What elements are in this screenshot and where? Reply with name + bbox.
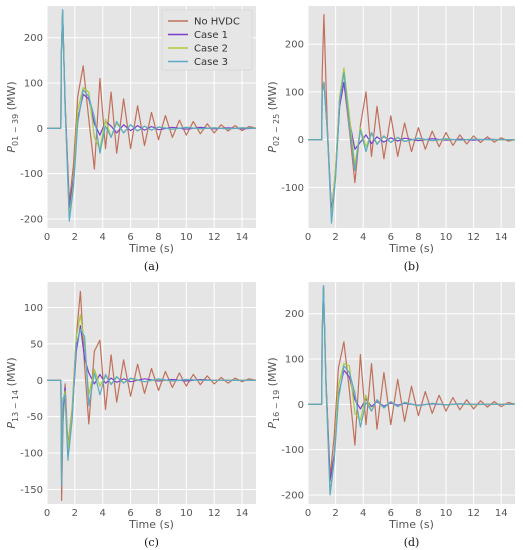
y-tick-label: 200 xyxy=(285,309,304,320)
x-tick-label: 14 xyxy=(236,508,249,519)
y-tick-label: 0 xyxy=(298,135,304,146)
series-group xyxy=(47,9,256,222)
y-tick-label: 100 xyxy=(285,87,304,98)
panel-caption: (a) xyxy=(144,260,159,273)
y-tick-label: 0 xyxy=(37,376,43,387)
series-line-no-hvdc xyxy=(47,10,256,204)
x-tick-label: 4 xyxy=(360,508,366,519)
y-axis-label: P02 − 25 (MW) xyxy=(266,81,281,152)
chart-panel-c: 0 2 4 6 8 10 12 14 -150 -100 -50 0 50 100 Time (s) P13 … xyxy=(5,282,256,549)
y-tick-label: 100 xyxy=(24,303,43,314)
x-tick-label: 6 xyxy=(388,232,394,243)
x-tick-label: 10 xyxy=(180,508,193,519)
x-tick-label: 2 xyxy=(332,508,338,519)
y-tick-label: -100 xyxy=(20,169,43,180)
y-tick-label: -200 xyxy=(20,214,43,225)
legend-label: Case 3 xyxy=(194,57,228,68)
plot-background xyxy=(308,282,515,504)
x-tick-label: 0 xyxy=(305,232,311,243)
y-tick-label: 50 xyxy=(30,339,43,350)
x-tick-label: 10 xyxy=(180,232,193,243)
x-tick-label: 4 xyxy=(100,508,106,519)
x-tick-label: 12 xyxy=(208,232,221,243)
x-axis-label: Time (s) xyxy=(388,242,434,255)
x-tick-label: 12 xyxy=(467,232,480,243)
series-line-case-3 xyxy=(308,285,515,496)
x-tick-label: 8 xyxy=(155,508,161,519)
x-tick-label: 12 xyxy=(467,508,480,519)
x-tick-label: 0 xyxy=(305,508,311,519)
x-tick-label: 14 xyxy=(495,232,508,243)
x-axis-label: Time (s) xyxy=(128,518,174,531)
x-tick-label: 14 xyxy=(495,508,508,519)
x-tick-label: 8 xyxy=(155,232,161,243)
x-tick-label: 8 xyxy=(415,508,421,519)
chart-panel-a: 0 2 4 6 8 10 12 14 -200 -100 0 100 200 Time (s) P01 − … xyxy=(5,6,256,273)
x-tick-label: 14 xyxy=(236,232,249,243)
y-tick-label: -100 xyxy=(20,449,43,460)
y-axis-label: P13 − 14 (MW) xyxy=(5,357,20,428)
series-line-case-3 xyxy=(308,72,515,224)
chart-panel-d: 0 2 4 6 8 10 12 14 -200 -100 0 100 200 Time (s) P16 − … xyxy=(266,282,515,549)
x-tick-label: 8 xyxy=(415,232,421,243)
plot-background xyxy=(308,6,515,228)
x-axis-label: Time (s) xyxy=(128,242,174,255)
x-tick-label: 6 xyxy=(388,508,394,519)
chart-panel-b: 0 2 4 6 8 10 12 14 -100 0 100 200 Time (s) P02 − 25 (… xyxy=(266,6,515,273)
series-group xyxy=(308,14,515,224)
y-axis-label: P16 − 19 (MW) xyxy=(266,357,281,428)
series-group xyxy=(308,285,515,496)
x-tick-label: 6 xyxy=(127,232,133,243)
x-tick-label: 4 xyxy=(100,232,106,243)
y-axis-label: P01 − 39 (MW) xyxy=(5,81,20,152)
y-tick-label: 200 xyxy=(285,40,304,51)
legend-label: Case 1 xyxy=(194,30,228,41)
panel-caption: (b) xyxy=(404,260,420,273)
x-tick-label: 6 xyxy=(127,508,133,519)
x-tick-label: 12 xyxy=(208,508,221,519)
legend-frame xyxy=(161,9,253,71)
y-tick-label: 100 xyxy=(285,355,304,366)
series-line-case-3 xyxy=(47,9,256,222)
x-tick-label: 10 xyxy=(440,508,453,519)
chart-legend: No HVDC Case 1 Case 2 Case 3 xyxy=(161,9,253,71)
x-tick-label: 2 xyxy=(72,508,78,519)
series-group xyxy=(47,290,256,501)
y-tick-label: -200 xyxy=(281,490,304,501)
x-axis-label: Time (s) xyxy=(388,518,434,531)
x-tick-label: 0 xyxy=(44,508,50,519)
y-tick-label: -100 xyxy=(281,445,304,456)
series-line-case-3 xyxy=(47,328,256,487)
y-tick-label: -50 xyxy=(27,412,43,423)
legend-label: No HVDC xyxy=(194,17,240,28)
x-tick-label: 4 xyxy=(360,232,366,243)
y-tick-label: 100 xyxy=(24,79,43,90)
panel-caption: (d) xyxy=(404,536,420,549)
y-tick-label: 0 xyxy=(298,400,304,411)
panel-caption: (c) xyxy=(144,536,159,549)
x-tick-label: 10 xyxy=(440,232,453,243)
y-tick-label: -150 xyxy=(20,485,43,496)
y-tick-label: 0 xyxy=(37,124,43,135)
x-tick-label: 2 xyxy=(72,232,78,243)
x-tick-label: 0 xyxy=(44,232,50,243)
legend-label: Case 2 xyxy=(194,44,228,55)
y-tick-label: -100 xyxy=(281,183,304,194)
x-tick-label: 2 xyxy=(332,232,338,243)
series-line-no-hvdc xyxy=(308,285,515,478)
y-tick-label: 200 xyxy=(24,33,43,44)
